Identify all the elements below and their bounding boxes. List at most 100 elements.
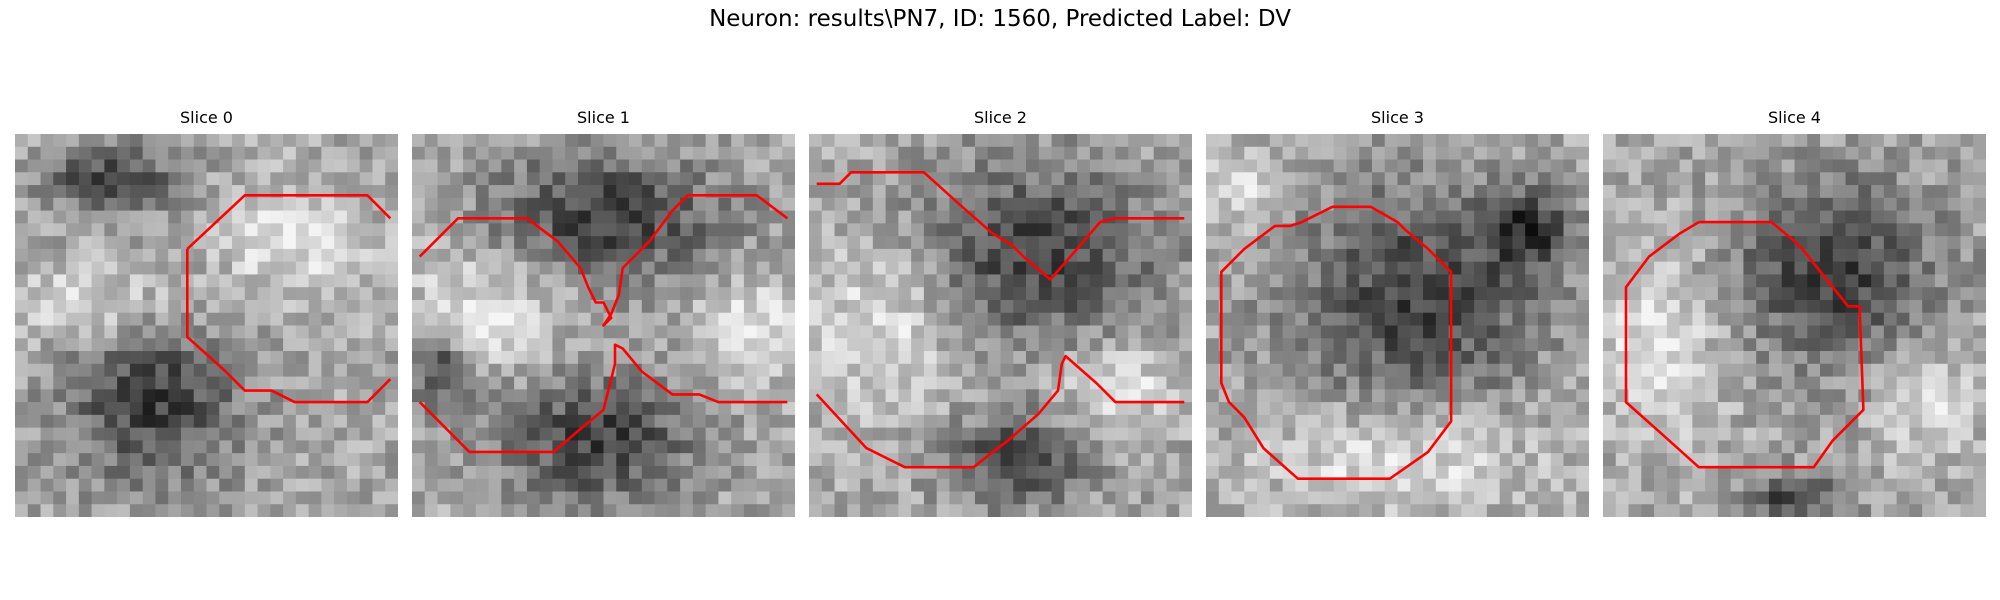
pixel <box>1782 326 1795 339</box>
pixel <box>706 466 719 479</box>
pixel <box>527 185 540 198</box>
pixel <box>425 223 438 236</box>
pixel <box>962 185 975 198</box>
pixel <box>1039 172 1052 185</box>
pixel <box>1039 313 1052 326</box>
pixel <box>1884 326 1897 339</box>
pixel <box>565 300 578 313</box>
pixel <box>425 428 438 441</box>
pixel <box>438 300 451 313</box>
pixel <box>66 479 79 492</box>
pixel <box>1115 428 1128 441</box>
pixel <box>425 326 438 339</box>
pixel <box>731 504 744 517</box>
pixel <box>782 428 795 441</box>
pixel <box>886 211 899 224</box>
pixel <box>975 364 988 377</box>
pixel <box>1563 479 1576 492</box>
pixel <box>1385 274 1398 287</box>
pixel <box>245 236 258 249</box>
pixel <box>937 491 950 504</box>
pixel <box>66 300 79 313</box>
pixel <box>616 134 629 147</box>
pixel <box>514 172 527 185</box>
pixel <box>1756 160 1769 173</box>
pixel <box>1385 338 1398 351</box>
pixel <box>1474 504 1487 517</box>
pixel <box>873 466 886 479</box>
pixel <box>501 351 514 364</box>
pixel <box>425 351 438 364</box>
pixel <box>321 300 334 313</box>
pixel <box>1500 262 1513 275</box>
pixel <box>1423 313 1436 326</box>
pixel <box>425 479 438 492</box>
pixel <box>1846 440 1859 453</box>
pixel <box>847 287 860 300</box>
pixel <box>642 134 655 147</box>
pixel <box>1551 160 1564 173</box>
pixel <box>425 160 438 173</box>
pixel <box>1973 185 1986 198</box>
pixel <box>706 249 719 262</box>
pixel <box>642 262 655 275</box>
pixel <box>1807 440 1820 453</box>
pixel <box>616 453 629 466</box>
pixel <box>937 172 950 185</box>
pixel <box>1909 211 1922 224</box>
pixel <box>757 211 770 224</box>
pixel <box>155 453 168 466</box>
pixel <box>1206 160 1219 173</box>
pixel <box>1935 479 1948 492</box>
pixel <box>1807 287 1820 300</box>
pixel <box>1871 326 1884 339</box>
pixel <box>232 160 245 173</box>
pixel <box>1858 491 1871 504</box>
pixel <box>1807 300 1820 313</box>
pixel <box>822 300 835 313</box>
pixel <box>1551 453 1564 466</box>
pixel <box>1474 223 1487 236</box>
pixel <box>28 211 41 224</box>
pixel <box>438 326 451 339</box>
pixel <box>219 223 232 236</box>
pixel <box>309 160 322 173</box>
pixel <box>1359 338 1372 351</box>
pixel <box>1166 160 1179 173</box>
pixel <box>1935 211 1948 224</box>
pixel <box>949 262 962 275</box>
pixel <box>1551 440 1564 453</box>
pixel <box>693 338 706 351</box>
pixel <box>1001 211 1014 224</box>
pixel <box>219 185 232 198</box>
pixel <box>1064 236 1077 249</box>
pixel <box>1769 249 1782 262</box>
pixel <box>1257 262 1270 275</box>
pixel <box>1551 300 1564 313</box>
pixel <box>412 287 425 300</box>
pixel <box>1820 249 1833 262</box>
pixel <box>450 134 463 147</box>
pixel <box>1603 389 1616 402</box>
pixel <box>1795 287 1808 300</box>
pixel <box>822 338 835 351</box>
pixel <box>1128 466 1141 479</box>
pixel <box>79 351 92 364</box>
pixel <box>501 313 514 326</box>
pixel <box>1090 198 1103 211</box>
pixel <box>1718 326 1731 339</box>
pixel <box>1154 249 1167 262</box>
pixel <box>245 377 258 390</box>
pixel <box>309 198 322 211</box>
pixel <box>604 440 617 453</box>
pixel <box>642 211 655 224</box>
pixel <box>1756 185 1769 198</box>
pixel <box>1334 338 1347 351</box>
pixel <box>296 300 309 313</box>
pixel <box>1334 491 1347 504</box>
pixel <box>1474 185 1487 198</box>
pixel <box>718 389 731 402</box>
pixel <box>642 402 655 415</box>
pixel <box>1423 185 1436 198</box>
pixel <box>130 236 143 249</box>
